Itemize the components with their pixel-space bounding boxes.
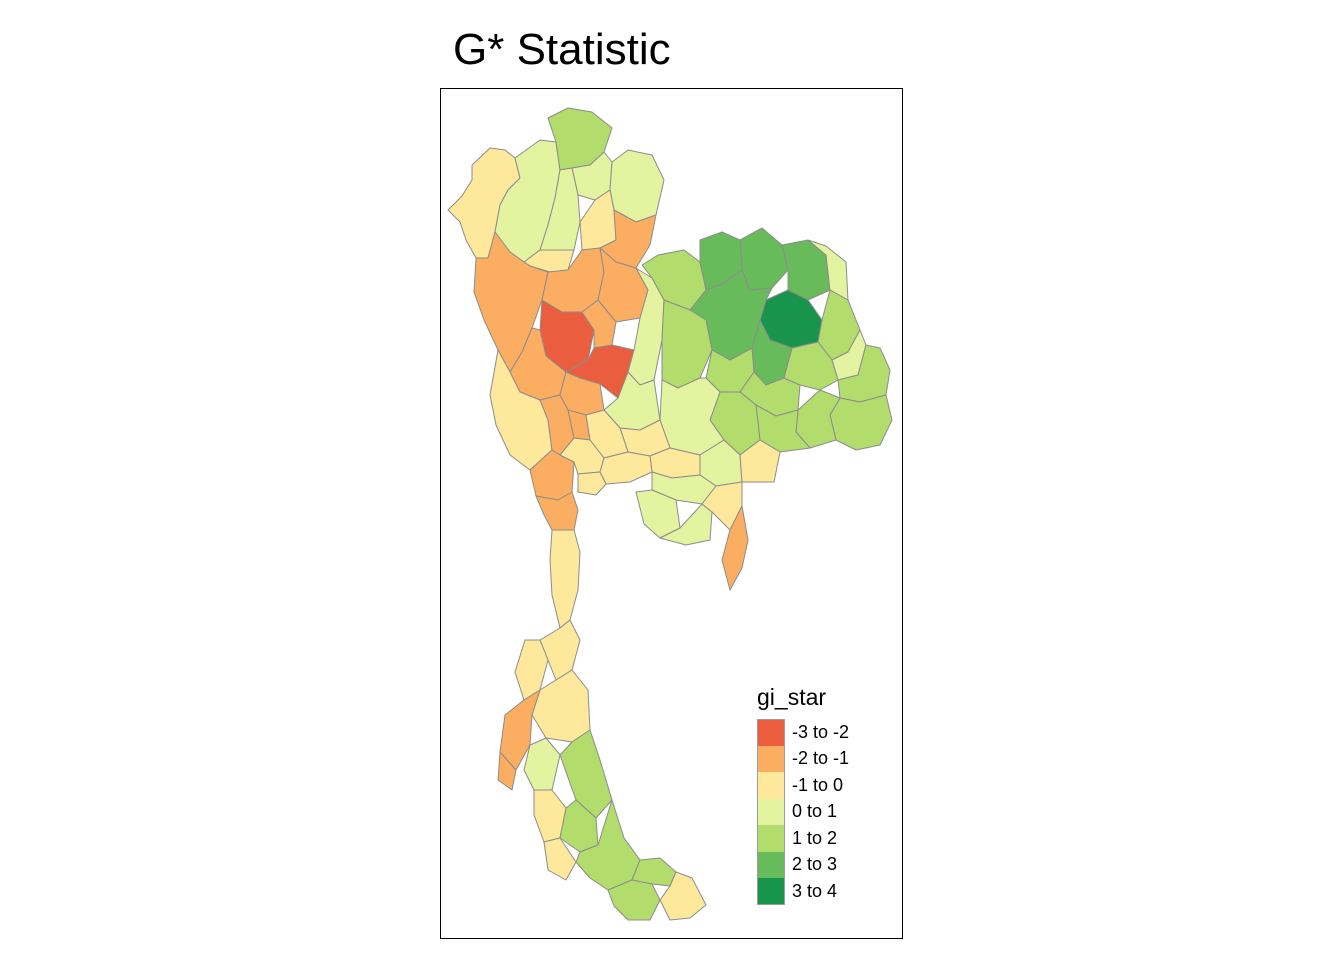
- legend-swatch: [757, 825, 785, 852]
- region-north: [447, 107, 665, 273]
- province-samut-sakhon: [577, 471, 607, 496]
- province-krabi: [523, 737, 561, 791]
- legend-swatch: [757, 719, 785, 746]
- province-narathiwat: [659, 871, 707, 921]
- province-chumphon: [539, 619, 581, 681]
- region-lower-north: [473, 231, 665, 416]
- legend-label: -2 to -1: [792, 748, 850, 769]
- province-nan: [609, 149, 665, 223]
- province-phrae: [579, 189, 617, 251]
- province-ubon-ratchathani: [829, 394, 893, 451]
- province-yala: [607, 879, 661, 921]
- map-title: G* Statistic: [453, 25, 671, 74]
- legend-label: -1 to 0: [792, 774, 844, 795]
- province-satun: [543, 837, 577, 881]
- legend-swatch: [757, 745, 785, 772]
- province-sa-kaeo: [739, 439, 781, 483]
- region-central: [489, 349, 781, 629]
- legend-label: 2 to 3: [792, 854, 838, 875]
- legend-item: 2 to 3: [757, 851, 849, 878]
- legend-swatch: [757, 851, 785, 878]
- province-phuket: [497, 751, 517, 791]
- province-udon-thani: [739, 227, 789, 291]
- province-bangkok: [599, 451, 653, 485]
- region-south: [497, 619, 707, 921]
- legend-items: -3 to -2 -2 to -1 -1 to 0 0 to 1 1 to 2 2 to …: [757, 719, 849, 905]
- legend-item: 1 to 2: [757, 825, 849, 852]
- province-yasothon: [783, 341, 839, 391]
- legend-label: -3 to -2: [792, 721, 850, 742]
- province-trat: [721, 505, 749, 591]
- region-northeast: [641, 227, 893, 456]
- legend-item: 0 to 1: [757, 798, 849, 825]
- legend-swatch: [757, 772, 785, 799]
- legend-label: 3 to 4: [792, 880, 838, 901]
- legend-swatch: [757, 798, 785, 825]
- legend-label: 0 to 1: [792, 801, 838, 822]
- province-prachuap: [549, 529, 581, 629]
- legend-item: -1 to 0: [757, 772, 849, 799]
- legend-swatch: [757, 878, 785, 905]
- legend-item: -3 to -2: [757, 719, 849, 746]
- province-phetchaburi: [535, 491, 579, 531]
- legend-title: gi_star: [757, 684, 827, 710]
- province-nakhon-si-thammarat: [559, 729, 613, 819]
- map-legend: gi_star -3 to -2 -2 to -1 -1 to 0 0 to 1 1 t…: [757, 686, 849, 905]
- legend-item: 3 to 4: [757, 878, 849, 905]
- legend-label: 1 to 2: [792, 827, 838, 848]
- province-lampang: [539, 167, 581, 251]
- legend-item: -2 to -1: [757, 745, 850, 772]
